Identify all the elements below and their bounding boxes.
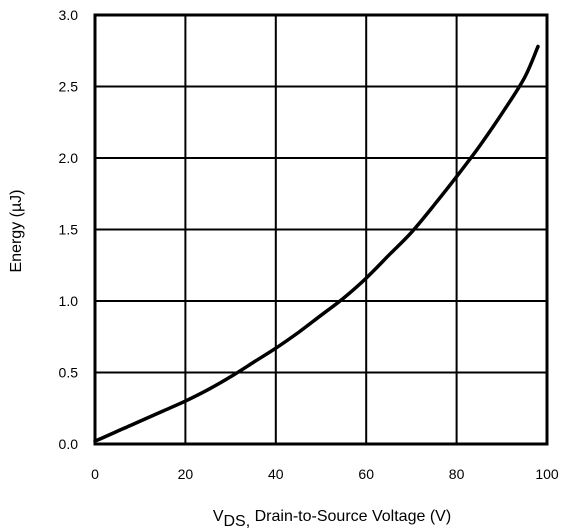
x-tick-label: 80 [449, 466, 465, 482]
y-tick-label: 1.5 [59, 222, 79, 238]
y-tick-label: 0.0 [59, 436, 79, 452]
y-axis-title: Energy (µJ) [8, 189, 25, 272]
y-tick-label: 2.5 [59, 79, 79, 95]
y-tick-labels: 0.0 0.5 1.0 1.5 2.0 2.5 3.0 [59, 7, 79, 452]
y-tick-label: 2.0 [59, 150, 79, 166]
x-axis-title: VDS, Drain-to-Source Voltage (V) [213, 508, 451, 529]
x-axis-title-subscript: DS, [224, 513, 251, 529]
x-axis-title-rest: Drain-to-Source Voltage (V) [250, 508, 451, 525]
y-tick-label: 0.5 [59, 365, 79, 381]
plot-frame [93, 13, 549, 446]
x-tick-label: 20 [178, 466, 194, 482]
x-tick-labels: 0 20 40 60 80 100 [91, 466, 559, 482]
x-tick-label: 100 [535, 466, 559, 482]
x-tick-label: 60 [358, 466, 374, 482]
y-tick-label: 1.0 [59, 293, 79, 309]
series-group [93, 44, 540, 443]
gridlines [94, 14, 548, 445]
x-tick-label: 0 [91, 466, 99, 482]
y-tick-label: 3.0 [59, 7, 79, 23]
x-tick-label: 40 [268, 466, 284, 482]
x-axis-title-prefix: V [213, 508, 224, 525]
energy-curve [93, 44, 540, 443]
